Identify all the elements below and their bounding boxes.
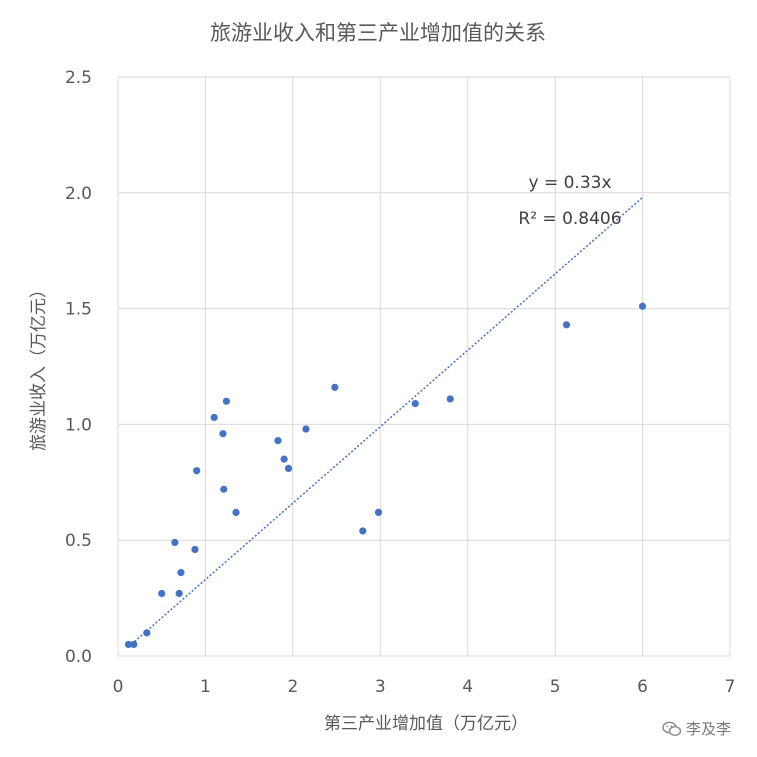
data-point [274, 437, 282, 445]
data-point [446, 395, 454, 403]
data-point [359, 527, 367, 535]
y-axis-label: 旅游业收入（万亿元） [29, 281, 49, 451]
data-point [280, 455, 288, 463]
data-point [175, 589, 183, 598]
x-tick-label: 0 [113, 677, 124, 697]
x-tick-label: 6 [637, 677, 648, 697]
y-tick-label: 2.0 [65, 184, 92, 204]
x-tick-label: 2 [287, 677, 298, 697]
data-point [210, 413, 218, 422]
data-point [638, 302, 647, 310]
r-squared-label: R² = 0.8406 [518, 209, 621, 229]
data-point [171, 538, 179, 547]
x-tick-labels: 0 1 2 3 4 5 6 7 [113, 677, 736, 697]
data-point [562, 321, 571, 329]
x-axis-label: 第三产业增加值（万亿元） [324, 714, 528, 734]
watermark-text: 李及李 [685, 720, 731, 738]
data-point [158, 589, 166, 598]
data-point [193, 467, 201, 475]
data-point [143, 629, 151, 637]
data-point [191, 545, 199, 554]
y-tick-label: 2.5 [65, 68, 92, 88]
y-tick-label: 0.5 [65, 531, 92, 551]
data-point [219, 430, 227, 438]
data-point [331, 383, 339, 391]
x-tick-label: 1 [200, 677, 211, 697]
data-point [411, 399, 419, 408]
data-point [374, 508, 383, 517]
chart-title: 旅游业收入和第三产业增加值的关系 [210, 21, 546, 45]
x-tick-label: 4 [462, 677, 473, 697]
y-tick-label: 1.0 [65, 415, 92, 435]
y-tick-labels: 0.0 0.5 1.0 1.5 2.0 2.5 [65, 68, 92, 667]
y-tick-label: 1.5 [65, 300, 92, 320]
data-point [222, 397, 231, 405]
data-point [284, 464, 293, 473]
x-tick-label: 5 [550, 677, 561, 697]
data-point [220, 485, 228, 493]
trendline-equation: y = 0.33x [528, 173, 611, 193]
data-point [124, 640, 133, 649]
data-point [130, 640, 138, 649]
x-tick-label: 7 [725, 677, 736, 697]
data-point [177, 569, 185, 577]
wechat-icon [662, 721, 682, 736]
data-point [302, 425, 310, 433]
trendline [127, 196, 644, 648]
watermark: 李及李 [662, 718, 731, 739]
data-point [232, 508, 240, 517]
grid-lines [117, 76, 731, 657]
data-points [124, 302, 647, 649]
y-tick-label: 0.0 [65, 647, 92, 667]
x-tick-label: 3 [375, 677, 386, 697]
